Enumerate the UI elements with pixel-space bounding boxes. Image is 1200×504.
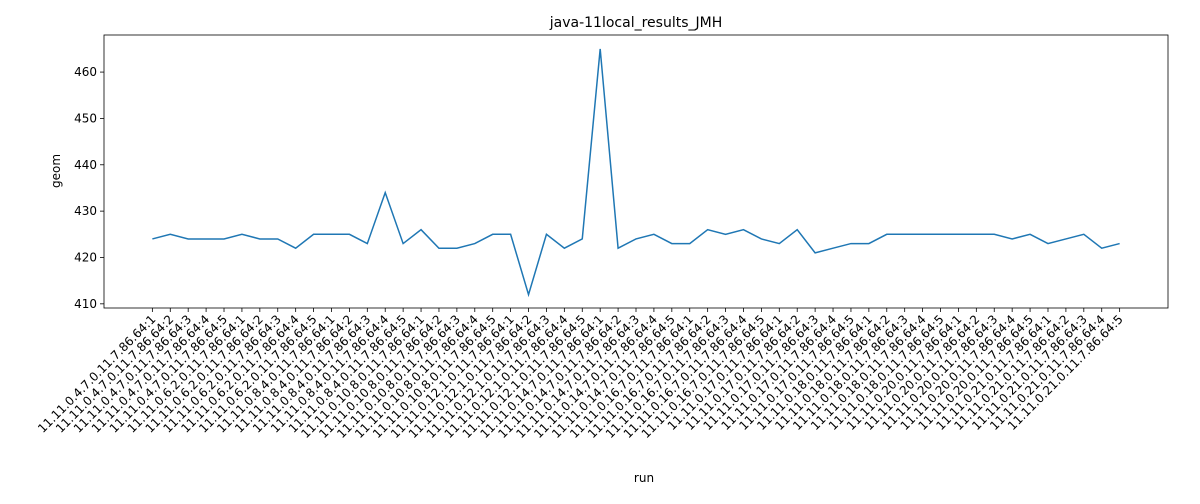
y-tick-label: 450 bbox=[74, 111, 97, 125]
y-tick-label: 410 bbox=[74, 297, 97, 311]
y-tick-label: 420 bbox=[74, 250, 97, 264]
line bbox=[152, 48, 1120, 298]
chart-title: java-11local_results_JMH bbox=[549, 15, 722, 31]
y-axis-label: geom bbox=[49, 154, 63, 188]
y-tick-label: 460 bbox=[74, 65, 97, 79]
x-axis-label: run bbox=[634, 471, 654, 485]
plot-frame bbox=[103, 34, 1169, 309]
y-tick-label: 430 bbox=[74, 204, 97, 218]
y-tick-label: 440 bbox=[74, 158, 97, 172]
